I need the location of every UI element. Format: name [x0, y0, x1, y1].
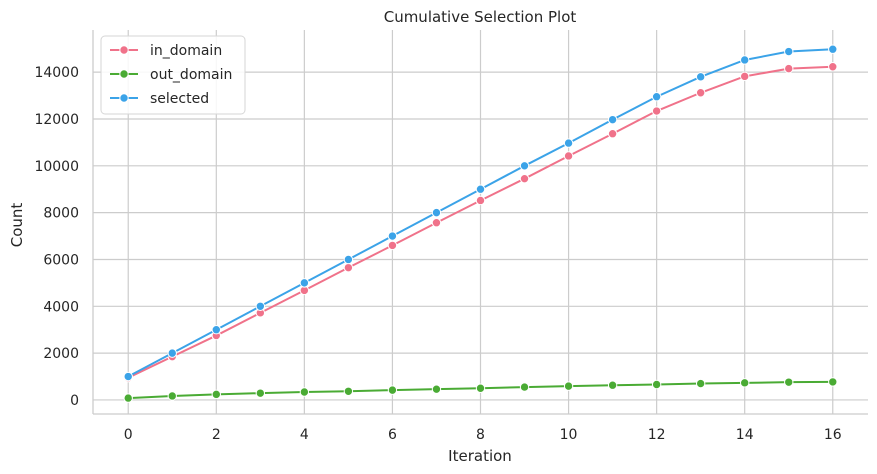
data-point: [387, 231, 398, 241]
data-point: [299, 278, 310, 288]
data-point: [828, 44, 838, 54]
data-point: [123, 371, 133, 382]
x-tick-label: 0: [124, 427, 133, 443]
x-tick-labels: 0 2 4 6 8 10 12 14 16: [124, 427, 842, 443]
data-point: [563, 151, 574, 161]
data-point: [431, 218, 442, 228]
legend-marker: [119, 45, 129, 55]
y-tick-label: 6000: [43, 252, 79, 268]
data-point: [167, 348, 177, 358]
data-point: [740, 55, 750, 65]
data-point: [431, 384, 442, 394]
data-point: [211, 325, 221, 335]
data-point: [167, 391, 177, 401]
x-tick-label: 4: [300, 427, 309, 443]
y-tick-label: 2000: [43, 346, 79, 362]
data-point: [343, 254, 354, 265]
data-point: [343, 386, 354, 396]
data-point: [255, 388, 266, 398]
data-point: [784, 377, 794, 387]
data-point: [607, 380, 618, 390]
data-point: [651, 106, 662, 116]
x-axis-label: Iteration: [448, 447, 512, 465]
x-tick-label: 10: [560, 427, 578, 443]
series-out-domain: [123, 377, 838, 403]
y-tick-label: 12000: [34, 112, 79, 128]
data-point: [784, 46, 794, 57]
grid-lines: [93, 30, 868, 414]
legend-label: selected: [150, 91, 209, 107]
data-point: [695, 378, 706, 389]
data-point: [475, 195, 486, 206]
legend: in_domain out_domain selected: [100, 35, 246, 115]
y-tick-labels: 0 2000 4000 6000 8000 10000 12000 14000: [34, 65, 79, 409]
series-selected: [123, 44, 838, 382]
data-point: [211, 389, 221, 400]
chart-title: Cumulative Selection Plot: [384, 8, 577, 26]
series-in-domain: [123, 62, 838, 383]
legend-box: [100, 35, 246, 115]
y-axis-label: Count: [8, 203, 26, 248]
data-point: [123, 393, 133, 403]
data-point: [519, 173, 530, 184]
y-tick-label: 0: [70, 393, 79, 409]
data-point: [651, 379, 662, 390]
data-point: [299, 387, 310, 397]
data-point: [651, 92, 662, 102]
data-point: [387, 385, 398, 395]
y-tick-label: 14000: [34, 65, 79, 81]
legend-marker: [119, 93, 129, 103]
data-point: [343, 262, 354, 273]
legend-label: out_domain: [150, 67, 232, 83]
x-tick-label: 2: [212, 427, 221, 443]
x-tick-label: 12: [648, 427, 666, 443]
data-point: [387, 240, 398, 251]
y-tick-label: 8000: [43, 206, 79, 222]
data-point: [740, 71, 750, 82]
data-point: [607, 114, 618, 125]
data-point: [431, 207, 442, 218]
legend-marker: [119, 69, 129, 79]
y-tick-label: 4000: [43, 299, 79, 315]
data-point: [784, 63, 794, 74]
data-point: [563, 138, 574, 148]
data-point: [255, 301, 266, 311]
data-point: [519, 161, 530, 171]
series-lines: [123, 44, 838, 403]
axes: [92, 30, 868, 415]
x-tick-label: 6: [388, 427, 397, 443]
data-point: [475, 383, 486, 393]
data-point: [475, 184, 486, 194]
data-point: [695, 72, 706, 82]
x-tick-label: 16: [824, 427, 842, 443]
data-point: [695, 88, 706, 98]
data-point: [828, 377, 838, 387]
data-point: [519, 382, 530, 392]
x-tick-label: 14: [736, 427, 754, 443]
data-point: [828, 62, 838, 72]
x-tick-label: 8: [476, 427, 485, 443]
y-tick-label: 10000: [34, 159, 79, 175]
data-point: [607, 129, 618, 139]
data-point: [563, 381, 574, 391]
data-point: [740, 378, 750, 388]
legend-label: in_domain: [150, 43, 222, 59]
